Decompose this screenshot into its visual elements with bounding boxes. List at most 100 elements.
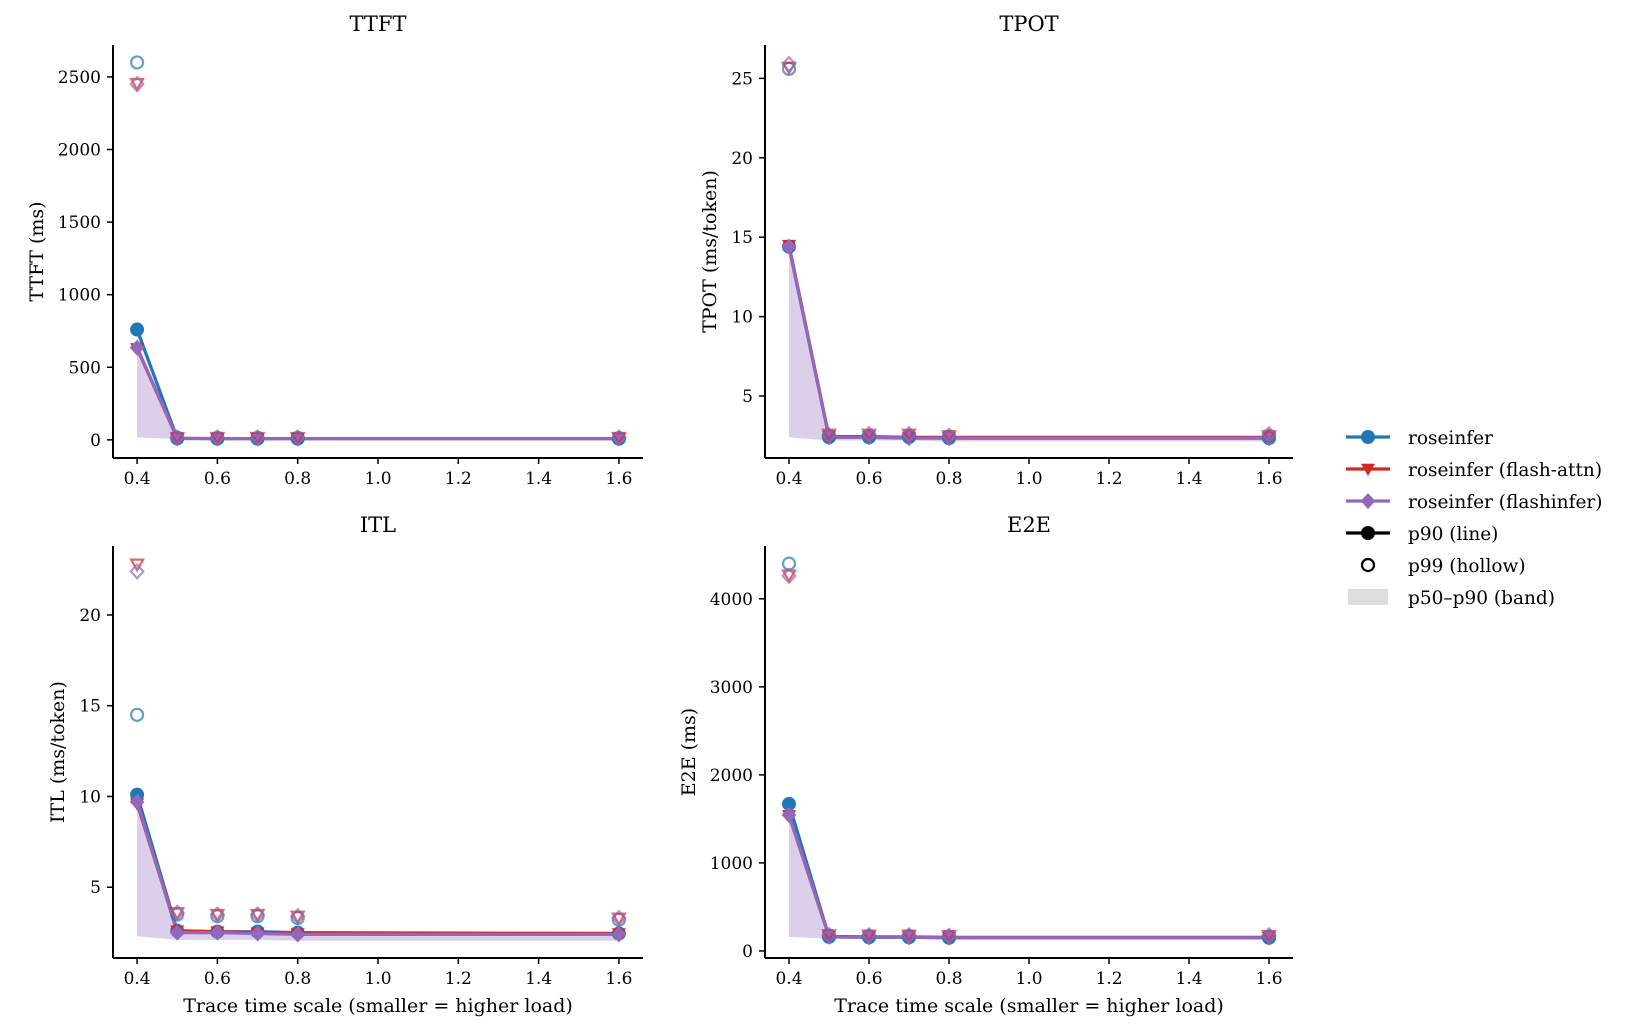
legend-item-p99-hollow: p99 (hollow) <box>1360 556 1526 577</box>
line-p90-roseinfer-flash-attn <box>135 803 619 936</box>
point-p99-roseinfer-flashinfer <box>861 926 877 944</box>
line-p90-roseinfer <box>135 794 619 936</box>
point-p99-roseinfer-flash-attn <box>861 929 877 944</box>
band-p50-p90-roseinfer <box>789 803 1269 940</box>
point-p99-roseinfer-flashinfer <box>249 428 266 447</box>
point-p99-roseinfer-flashinfer <box>289 428 306 447</box>
x-tick-label: 1.6 <box>605 469 632 489</box>
y-tick-label: 1500 <box>58 213 101 233</box>
point-p99-roseinfer-flash-attn <box>901 428 917 443</box>
y-tick-label: 5 <box>742 387 753 407</box>
subplot-e2e: E2E 0.4 0.6 0.8 1.0 1.2 1.4 1.6 0 1000 2000 3000 400… <box>678 513 1293 1017</box>
band-p50-p90-roseinfer <box>789 246 1269 442</box>
x-tick-label: 1.4 <box>525 969 552 989</box>
line-p90-roseinfer-flash-attn <box>787 814 1269 939</box>
band-p50-p90-roseinfer-flash-attn <box>789 245 1269 442</box>
y-tick-label: 2000 <box>710 766 753 786</box>
point-p90-roseinfer-flashinfer <box>129 793 145 810</box>
legend-item-roseinfer-flashinfer: roseinfer (flashinfer) <box>1346 492 1602 513</box>
line-p90-roseinfer-flash-attn <box>135 347 619 441</box>
point-p90-roseinfer-flashinfer <box>781 238 797 255</box>
y-tick-label: 15 <box>731 228 753 248</box>
point-p90-roseinfer-flashinfer <box>129 339 145 356</box>
point-p90-roseinfer-flashinfer <box>169 924 185 941</box>
x-tick-label: 0.4 <box>124 469 151 489</box>
point-p99-roseinfer-flashinfer <box>1261 926 1277 944</box>
x-tick-label: 0.6 <box>204 969 231 989</box>
legend-label: p50–p90 (band) <box>1408 588 1555 609</box>
point-p99-roseinfer-flashinfer <box>821 426 837 444</box>
y-axis-label: TPOT (ms/token) <box>699 170 721 333</box>
subplot-title: TPOT <box>999 12 1058 36</box>
y-axis-label: E2E (ms) <box>678 708 700 796</box>
x-tick-label: 1.6 <box>605 969 632 989</box>
point-p99-roseinfer-flashinfer <box>941 427 957 445</box>
legend-item-roseinfer: roseinfer <box>1346 428 1493 449</box>
legend-marker-diamond-icon <box>1360 492 1376 510</box>
x-tick-label: 0.4 <box>775 969 802 989</box>
point-p99-roseinfer-flashinfer <box>169 904 186 922</box>
point-p99-roseinfer-flashinfer <box>941 927 957 945</box>
point-p99-roseinfer-flashinfer <box>209 428 226 447</box>
x-tick-label: 1.2 <box>1095 469 1122 489</box>
point-p99-roseinfer-flash-attn <box>249 431 266 446</box>
x-tick-label: 0.8 <box>935 469 962 489</box>
x-tick-label: 0.8 <box>284 969 311 989</box>
line-p90-roseinfer-flash-attn <box>787 244 1269 439</box>
point-p99-roseinfer-flash-attn <box>1261 929 1277 944</box>
point-p99-roseinfer-flash-attn <box>129 558 145 573</box>
line-p90-roseinfer <box>135 328 619 441</box>
legend-label: roseinfer <box>1408 428 1493 449</box>
point-p99-roseinfer-flashinfer <box>781 567 797 585</box>
band-p50-p90-roseinfer-flashinfer <box>137 801 619 941</box>
y-axis-label: TTFT (ms) <box>26 201 48 301</box>
point-p99-roseinfer <box>129 55 145 70</box>
subplot-title: E2E <box>1007 513 1051 537</box>
legend-marker-hollow-circle-icon <box>1360 557 1376 573</box>
x-tick-label: 1.0 <box>1015 969 1042 989</box>
x-tick-label: 1.4 <box>1175 469 1202 489</box>
legend-marker-circle-icon <box>1361 430 1375 444</box>
y-tick-label: 0 <box>742 942 753 962</box>
point-p99-roseinfer-flashinfer <box>821 926 837 944</box>
point-p99-roseinfer <box>129 707 145 722</box>
point-p90-roseinfer-flashinfer <box>1261 929 1277 946</box>
point-p99-roseinfer-flash-attn <box>861 428 877 443</box>
legend-item-p90-line: p90 (line) <box>1346 524 1498 545</box>
point-p99-roseinfer-flashinfer <box>289 907 306 925</box>
x-tick-label: 0.4 <box>124 969 151 989</box>
point-p99-roseinfer-flashinfer <box>901 926 917 944</box>
y-tick-label: 10 <box>731 308 753 328</box>
legend-item-p50-p90-band: p50–p90 (band) <box>1348 588 1555 609</box>
point-p99-roseinfer-flash-attn <box>209 431 226 446</box>
y-axis-label: ITL (ms/token) <box>47 681 69 823</box>
legend-marker-triangle-down-icon <box>1361 463 1375 476</box>
x-tick-label: 1.2 <box>1095 969 1122 989</box>
band-p50-p90-roseinfer-flash-attn <box>137 348 619 439</box>
line-p90-roseinfer <box>787 246 1269 440</box>
point-p90-roseinfer <box>130 322 145 337</box>
x-tick-label: 1.6 <box>1255 969 1282 989</box>
y-tick-label: 15 <box>79 697 101 717</box>
point-p99-roseinfer-flash-attn <box>901 929 917 944</box>
point-p99-roseinfer-flash-attn <box>169 431 186 446</box>
line-p90-roseinfer-flashinfer <box>787 246 1269 440</box>
point-p99-roseinfer-flashinfer <box>129 75 145 93</box>
band-p50-p90-roseinfer-flashinfer <box>137 347 619 439</box>
y-tick-label: 500 <box>69 358 101 378</box>
point-p90-roseinfer-flashinfer <box>210 924 225 941</box>
point-p90-roseinfer-flashinfer <box>290 926 306 943</box>
line-p90-roseinfer-flashinfer <box>787 814 1269 940</box>
legend-marker-circle-icon <box>1361 526 1375 540</box>
legend-label: p99 (hollow) <box>1408 556 1526 577</box>
point-p99-roseinfer-flash-attn <box>611 431 627 446</box>
subplot-tpot: TPOT 0.4 0.6 0.8 1.0 1.2 1.4 1.6 5 10 15 20 25 TPOT (… <box>699 12 1293 489</box>
y-tick-label: 10 <box>79 787 101 807</box>
y-tick-label: 0 <box>90 431 101 451</box>
subplot-title: TTFT <box>350 12 407 36</box>
x-tick-label: 1.2 <box>445 969 472 989</box>
point-p99-roseinfer-flashinfer <box>861 425 877 443</box>
point-p90-roseinfer-flashinfer <box>250 925 265 942</box>
